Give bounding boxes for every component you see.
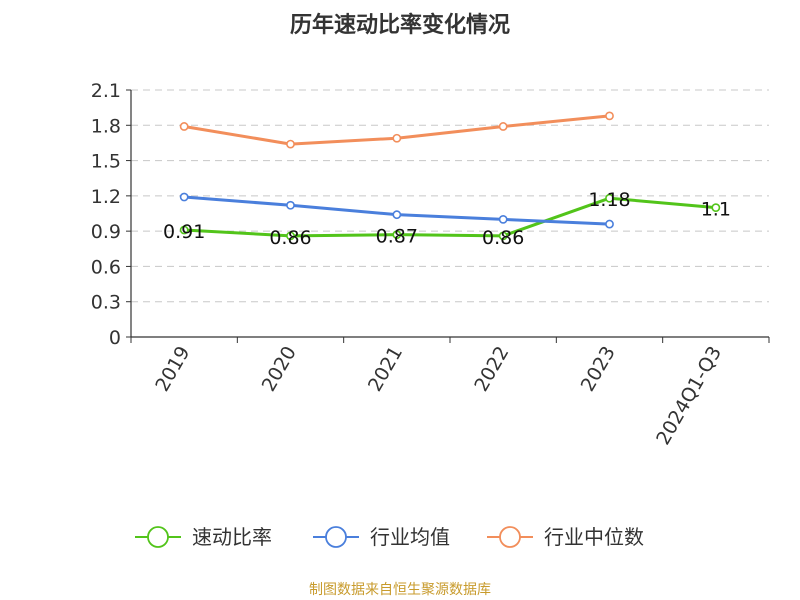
data-point[interactable]	[286, 139, 295, 149]
data-label: 1.18	[588, 189, 630, 211]
chart-title: 历年速动比率变化情况	[290, 12, 510, 38]
data-point[interactable]	[392, 133, 402, 143]
data-labels: 0.91 0.86 0.87 0.86 1.18 1.1	[163, 189, 731, 249]
y-tick-label: 1.2	[91, 186, 121, 208]
series-lines	[179, 111, 721, 241]
grid-lines	[131, 89, 769, 303]
x-tick-label: 2020	[258, 343, 301, 396]
data-point[interactable]	[179, 122, 189, 131]
series-line-0	[184, 196, 716, 238]
data-point[interactable]	[605, 219, 614, 229]
data-point[interactable]	[711, 203, 721, 213]
data-point[interactable]	[498, 122, 508, 131]
data-point[interactable]	[392, 230, 402, 240]
data-point[interactable]	[605, 111, 614, 121]
legend-label[interactable]: 速动比率	[192, 525, 272, 549]
data-label: 1.1	[701, 199, 731, 221]
y-tick-label: 0.9	[91, 221, 121, 243]
y-tick-label: 1.8	[91, 115, 121, 137]
data-label: 0.87	[376, 226, 418, 248]
y-tick-label: 0	[109, 327, 121, 349]
x-tick-label: 2022	[470, 342, 513, 395]
data-point[interactable]	[498, 231, 508, 241]
data-point[interactable]	[392, 210, 402, 220]
legend-label[interactable]: 行业中位数	[544, 525, 644, 549]
data-point[interactable]	[498, 214, 508, 224]
y-tick-label: 1.5	[91, 151, 121, 173]
legend-marker[interactable]	[147, 526, 169, 548]
legend-label[interactable]: 行业均值	[370, 525, 450, 549]
data-point[interactable]	[286, 231, 295, 241]
x-tick-label: 2024Q1-Q3	[652, 343, 726, 449]
data-point[interactable]	[179, 192, 189, 202]
y-tick-label: 0.3	[91, 292, 121, 314]
y-tick-label: 0.6	[91, 256, 121, 278]
source-note: 制图数据来自恒生聚源数据库	[309, 582, 491, 598]
legend-marker[interactable]	[325, 526, 347, 548]
data-point[interactable]	[605, 193, 614, 203]
x-tick-label: 2019	[151, 343, 194, 396]
data-point[interactable]	[286, 200, 295, 210]
x-tick-label: 2021	[364, 343, 407, 396]
legend: 速动比率 行业均值 行业中位数	[135, 525, 644, 549]
legend-marker[interactable]	[499, 526, 521, 548]
x-tick-label: 2023	[577, 343, 620, 396]
y-tick-label: 2.1	[91, 80, 121, 102]
data-label: 0.91	[163, 221, 205, 243]
data-label: 0.86	[482, 227, 524, 249]
data-label: 0.86	[269, 227, 311, 249]
data-point[interactable]	[179, 225, 189, 235]
